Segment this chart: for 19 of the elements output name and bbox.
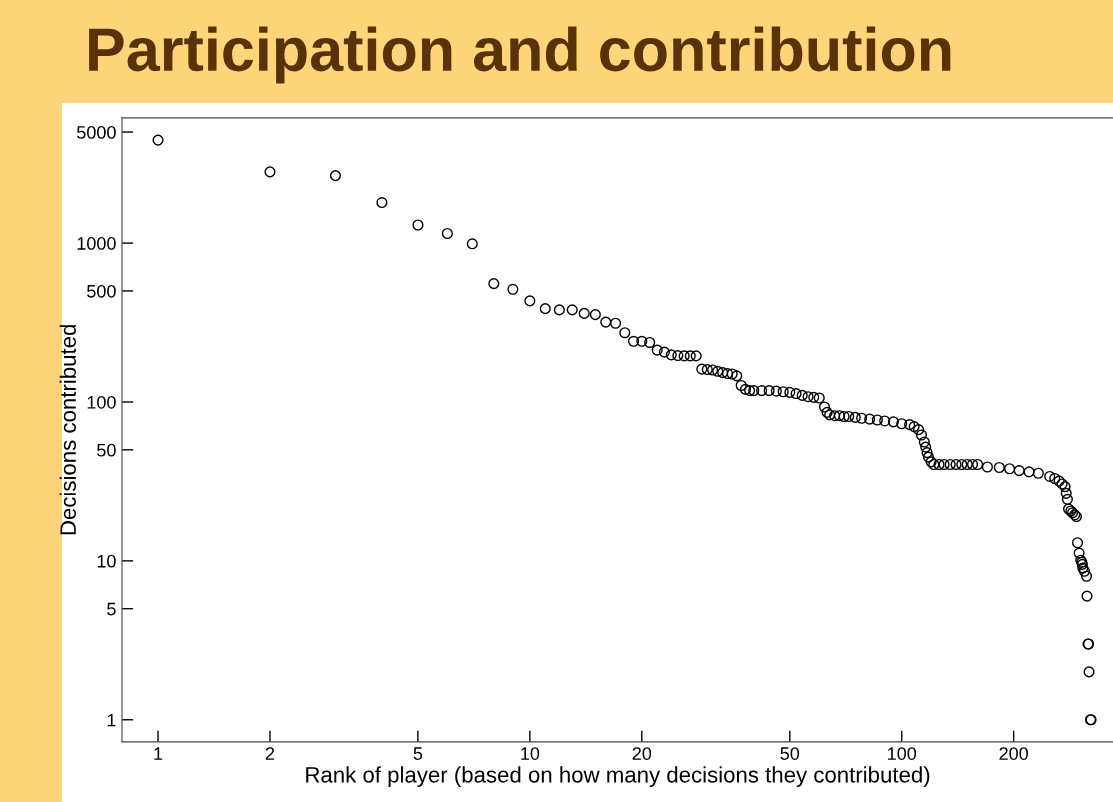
x-tick-label: 2: [265, 747, 275, 760]
y-tick-label: 500: [87, 284, 116, 298]
y-tick-label: 10: [97, 554, 116, 568]
y-tick-label: 5: [107, 602, 116, 616]
x-tick-label: 10: [521, 747, 540, 760]
y-axis-title: Decisions contributed: [59, 325, 76, 535]
x-tick-label: 50: [780, 747, 800, 760]
y-tick-label: 50: [97, 443, 116, 457]
y-tick-label: 1: [107, 713, 116, 727]
y-tick-label: 100: [87, 395, 116, 409]
x-tick-label: 20: [632, 747, 652, 760]
x-axis-title: Rank of player (based on how many decisions they contributed): [306, 766, 930, 788]
chart-title: Participation and contribution: [89, 26, 951, 84]
x-tick-label: 1: [154, 747, 163, 760]
x-tick-label: 5: [413, 747, 423, 760]
y-tick-label: 5000: [77, 126, 116, 139]
x-tick-label: 200: [999, 747, 1029, 760]
x-tick-label: 100: [888, 747, 917, 760]
y-tick-label: 1000: [77, 237, 116, 250]
